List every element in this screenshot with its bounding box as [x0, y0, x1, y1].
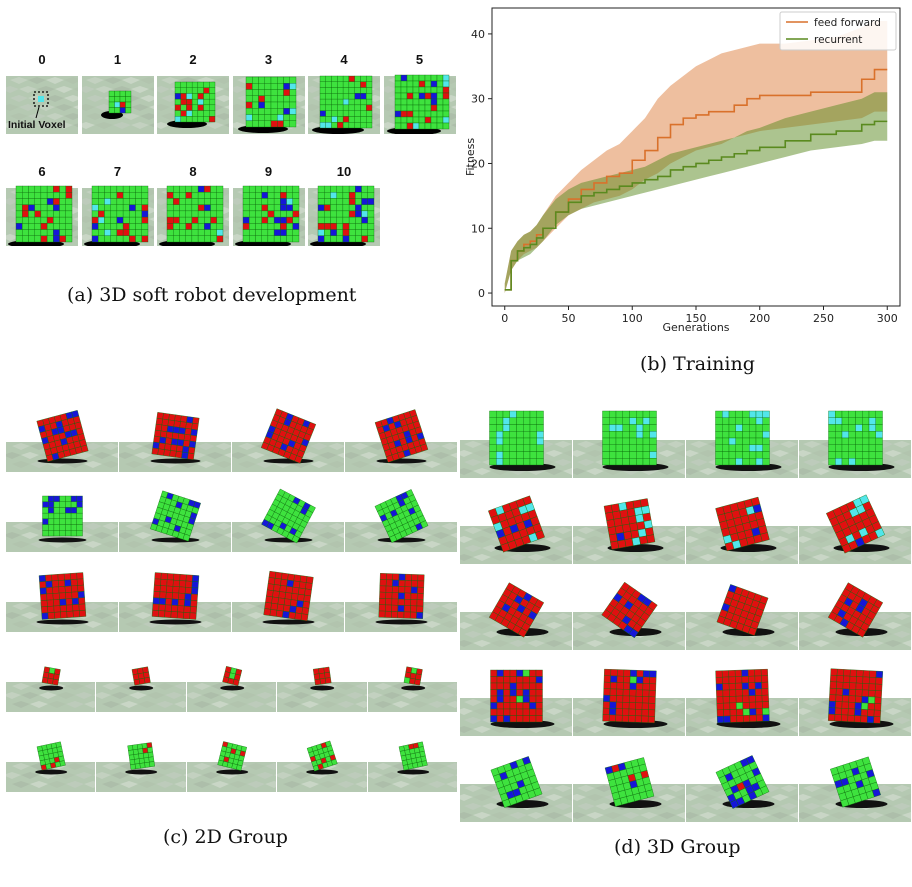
x-tick-label-50: 50 [562, 312, 576, 325]
frame-2d-row5-1 [6, 718, 96, 792]
frame-3d-row2-1 [460, 484, 572, 564]
frame-2d-row2-3 [232, 478, 344, 552]
stage-label-7: 7 [113, 164, 122, 179]
y-tick-label-20: 20 [471, 157, 485, 170]
x-tick-label-250: 250 [813, 312, 834, 325]
frame-3d-row3-1 [460, 570, 572, 650]
y-tick-label-40: 40 [471, 28, 485, 41]
frame-2d-row4-4 [277, 638, 367, 712]
legend-box [779, 11, 897, 51]
legend: feed forward recurrent [779, 11, 897, 51]
legend-label-feed-forward: feed forward [814, 17, 881, 29]
frame-2d-row1-3 [232, 398, 344, 472]
frame-3d-row1-2 [573, 398, 685, 478]
x-axis-label: Generations [662, 321, 729, 334]
stage-label-5: 5 [415, 52, 424, 67]
frame-2d-row3-1 [6, 558, 118, 632]
stage-label-0: 0 [38, 52, 46, 67]
frame-3d-row5-2 [573, 742, 685, 822]
panel-d-caption: (d) 3D Group [614, 836, 741, 858]
panel-b-caption: (b) Training [640, 353, 755, 375]
frame-3d-row5-4 [799, 742, 911, 822]
y-tick-label-0: 0 [478, 287, 485, 300]
stage-image-3 [232, 70, 305, 134]
frame-3d-row5-3 [686, 742, 798, 822]
frame-3d-row3-4 [799, 570, 911, 650]
x-tick-label-300: 300 [877, 312, 898, 325]
frame-3d-row2-4 [799, 484, 911, 564]
stage-image-0 [6, 70, 78, 134]
line-recurrent [504, 120, 888, 291]
frame-3d-row4-2 [573, 656, 685, 736]
frame-2d-row2-4 [345, 478, 457, 552]
stage-image-2 [157, 70, 229, 134]
panel-b-chart: 0 50 100 150 200 250 300 0 10 20 30 40 Generations … [462, 0, 912, 375]
panel-d [460, 398, 912, 828]
frame-3d-row1-3 [686, 398, 798, 478]
x-tick-label-0: 0 [501, 312, 508, 325]
stage-label-9: 9 [264, 164, 273, 179]
legend-label-recurrent: recurrent [814, 34, 862, 46]
stage-label-8: 8 [189, 164, 197, 179]
frame-2d-row3-4 [345, 558, 457, 632]
frame-2d-row5-5 [367, 718, 457, 792]
initial-voxel-annotation: Initial Voxel [8, 119, 66, 131]
y-tick-label-10: 10 [471, 222, 485, 235]
frame-2d-row2-2 [119, 478, 231, 552]
frame-2d-row5-2 [96, 718, 186, 792]
panel-a: 0 1 2 3 4 5 6 7 8 9 10 Initial Voxel (a) 3D soft ro… [0, 0, 470, 320]
panel-a-caption: (a) 3D soft robot development [67, 284, 357, 306]
frame-3d-row2-2 [573, 484, 685, 564]
x-tick-label-150: 150 [686, 312, 707, 325]
frame-2d-row4-3 [186, 638, 277, 712]
y-axis-label: Fitness [464, 138, 477, 176]
stage-image-7 [81, 182, 154, 246]
stage-label-2: 2 [189, 52, 197, 67]
frame-3d-row1-1 [460, 398, 572, 478]
x-tick-label-200: 200 [749, 312, 770, 325]
frame-3d-row4-3 [686, 656, 798, 736]
stage-label-1: 1 [113, 52, 122, 67]
frame-2d-row1-2 [119, 398, 231, 472]
stage-image-1 [81, 70, 154, 134]
frame-2d-row1-1 [6, 398, 118, 472]
x-tick-label-100: 100 [622, 312, 643, 325]
frame-3d-row5-1 [460, 742, 572, 822]
frame-2d-row4-1 [6, 638, 96, 712]
band-feed-forward [504, 20, 888, 294]
frame-3d-row3-3 [686, 570, 798, 650]
frame-2d-row2-1 [6, 478, 118, 552]
frame-2d-row1-4 [345, 398, 457, 472]
frame-2d-row3-2 [119, 558, 231, 632]
stage-label-6: 6 [38, 164, 46, 179]
y-tick-label-30: 30 [471, 93, 485, 106]
stage-image-6 [6, 182, 78, 246]
frame-2d-row5-4 [277, 718, 367, 792]
frame-3d-row1-4 [799, 398, 911, 478]
frame-2d-row5-3 [186, 718, 277, 792]
frame-3d-row4-1 [460, 656, 572, 736]
panel-c [6, 398, 458, 798]
band-recurrent [504, 92, 888, 294]
stage-label-3: 3 [264, 52, 273, 67]
frame-2d-row3-3 [232, 558, 344, 632]
stage-image-5 [383, 70, 456, 134]
stage-image-10 [308, 182, 380, 246]
stage-image-4 [308, 70, 380, 134]
frame-2d-row4-2 [96, 638, 186, 712]
stage-image-8 [157, 182, 229, 246]
frame-3d-row3-2 [573, 570, 685, 650]
stage-label-4: 4 [340, 52, 348, 67]
frame-3d-row2-3 [686, 484, 798, 564]
frame-2d-row4-5 [367, 638, 457, 712]
panel-c-caption: (c) 2D Group [163, 826, 288, 848]
frame-3d-row4-4 [799, 656, 911, 736]
stage-image-9 [232, 182, 305, 246]
stage-label-10: 10 [336, 164, 352, 179]
